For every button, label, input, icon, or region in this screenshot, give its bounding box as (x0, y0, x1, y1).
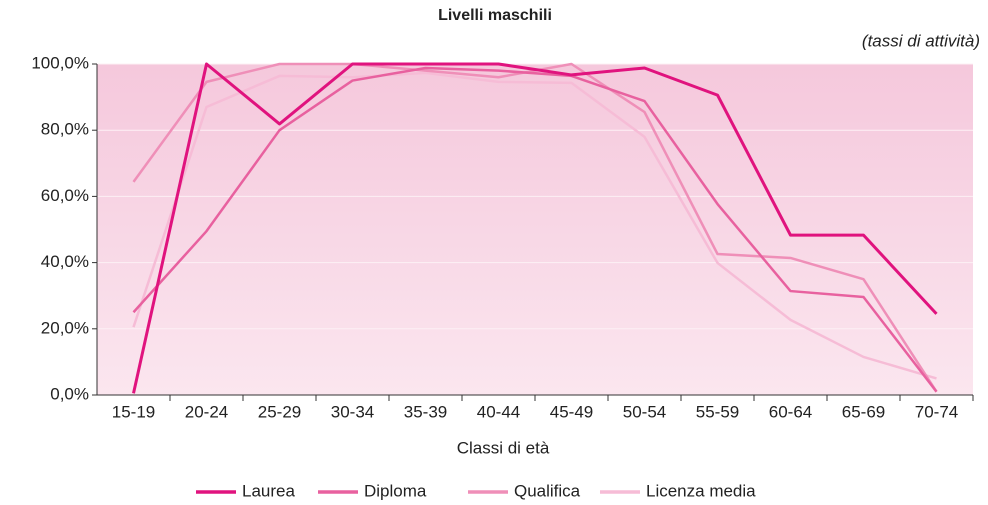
y-tick-label: 0,0% (50, 384, 89, 403)
plot-area (97, 64, 973, 395)
chart-title: Livelli maschili (438, 7, 552, 24)
x-tick-label: 60-64 (769, 402, 812, 421)
y-tick-label: 40,0% (41, 252, 89, 271)
y-tick-label: 60,0% (41, 186, 89, 205)
x-tick-label: 40-44 (477, 402, 520, 421)
x-tick-label: 35-39 (404, 402, 447, 421)
x-tick-label: 25-29 (258, 402, 301, 421)
x-tick-label: 55-59 (696, 402, 739, 421)
x-tick-label: 15-19 (112, 402, 155, 421)
legend-label: Laurea (242, 481, 295, 500)
x-axis-title: Classi di età (457, 438, 550, 457)
x-tick-label: 50-54 (623, 402, 666, 421)
legend-label: Diploma (364, 481, 427, 500)
series-line (132, 66, 938, 393)
chart-subtitle: (tassi di attività) (862, 31, 980, 50)
x-tick-label: 70-74 (915, 402, 958, 421)
series-line (132, 62, 938, 394)
x-tick-label: 20-24 (185, 402, 228, 421)
x-tick-label: 30-34 (331, 402, 374, 421)
y-tick-label: 20,0% (41, 318, 89, 337)
series-line (132, 71, 937, 380)
legend-label: Licenza media (646, 481, 756, 500)
y-tick-label: 80,0% (41, 120, 89, 139)
y-tick-label: 100,0% (31, 53, 89, 72)
x-tick-label: 45-49 (550, 402, 593, 421)
x-tick-label: 65-69 (842, 402, 885, 421)
legend-label: Qualifica (514, 481, 581, 500)
